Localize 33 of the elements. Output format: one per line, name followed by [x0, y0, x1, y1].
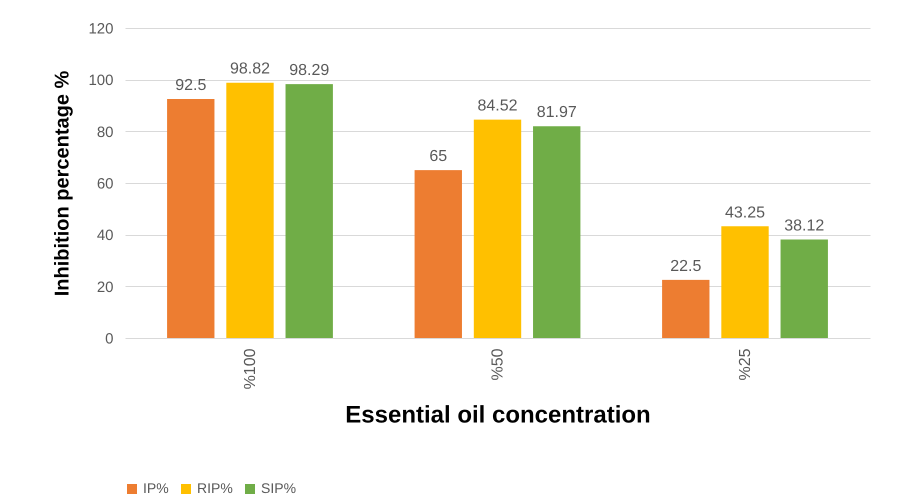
x-tick-label: %50 — [490, 348, 506, 381]
bar — [414, 170, 462, 338]
data-label: 22.5 — [670, 258, 702, 275]
bar — [474, 120, 522, 338]
data-label: 65 — [429, 148, 448, 166]
bar — [721, 226, 769, 338]
x-tick-label: %100 — [242, 348, 259, 390]
legend-label: SIP% — [261, 480, 296, 496]
y-tick-label: 120 — [88, 20, 114, 38]
y-tick-label: 60 — [96, 176, 114, 192]
y-tick-label: 0 — [105, 330, 114, 348]
data-label: 98.29 — [289, 62, 330, 80]
y-tick-label: 80 — [96, 124, 114, 141]
bar — [167, 99, 214, 338]
bar — [286, 84, 333, 338]
y-tick-label: 100 — [88, 72, 114, 90]
bar — [780, 240, 828, 338]
data-label: 38.12 — [784, 218, 824, 235]
data-label: 84.52 — [477, 98, 518, 115]
data-label: 81.97 — [536, 104, 577, 122]
y-tick-label: 40 — [96, 227, 114, 244]
bar — [662, 280, 710, 338]
data-label: 92.5 — [175, 77, 206, 94]
x-axis-title: Essential oil concentration — [345, 401, 651, 428]
data-label: 98.82 — [230, 60, 270, 78]
bar — [533, 126, 580, 338]
legend-label: IP% — [143, 480, 169, 496]
bar — [226, 82, 274, 338]
y-axis-title: Inhibition percentage % — [51, 70, 74, 296]
y-tick-label: 20 — [96, 278, 114, 296]
data-label: 43.25 — [724, 204, 766, 222]
legend-label: RIP% — [197, 480, 233, 496]
x-tick-label: %25 — [737, 348, 754, 381]
